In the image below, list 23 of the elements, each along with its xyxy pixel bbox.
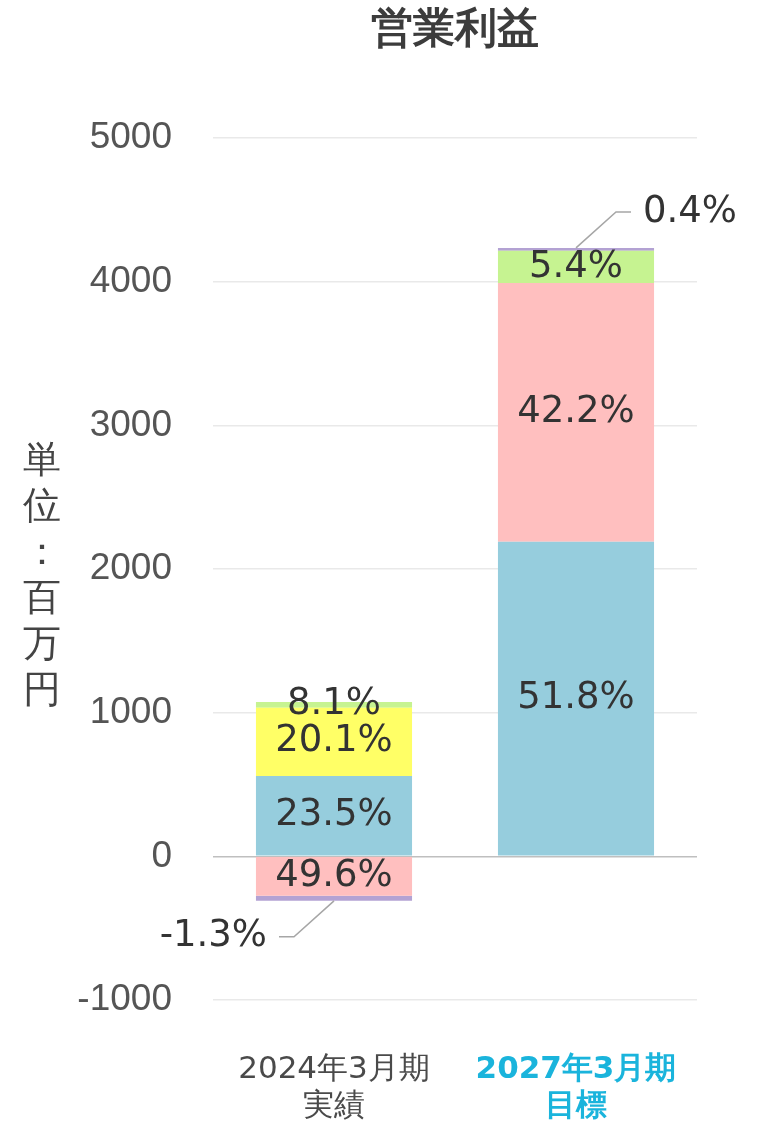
y-tick-label: 3000 (89, 402, 172, 444)
y-tick-label: 5000 (89, 115, 172, 157)
annotation: 49.6% (275, 852, 393, 896)
y-tick-label: 2000 (89, 546, 172, 588)
annotation: -1.3% (159, 912, 267, 956)
annotation: 5.4% (529, 242, 623, 286)
annotation: 42.2% (517, 388, 635, 432)
chart-title: 営業利益 (371, 2, 539, 52)
y-tick-label: 0 (151, 833, 172, 875)
annotation: 51.8% (517, 674, 635, 718)
bar (497, 541, 655, 856)
x-tick-label: 2027年3月期目標 (475, 1048, 677, 1122)
y-tick-label: 1000 (89, 689, 172, 731)
x-tick-label: 2024年3月期実績 (238, 1048, 430, 1122)
annotation: 23.5% (275, 791, 393, 835)
bar (255, 775, 413, 856)
bar (497, 247, 655, 251)
annotation: 0.4% (643, 187, 737, 231)
bar (497, 283, 655, 542)
y-tick-label: 4000 (89, 258, 172, 300)
y-axis-title: 単位：百万円 (22, 436, 62, 712)
y-tick-label: -1000 (77, 977, 172, 1019)
bar (255, 895, 413, 901)
